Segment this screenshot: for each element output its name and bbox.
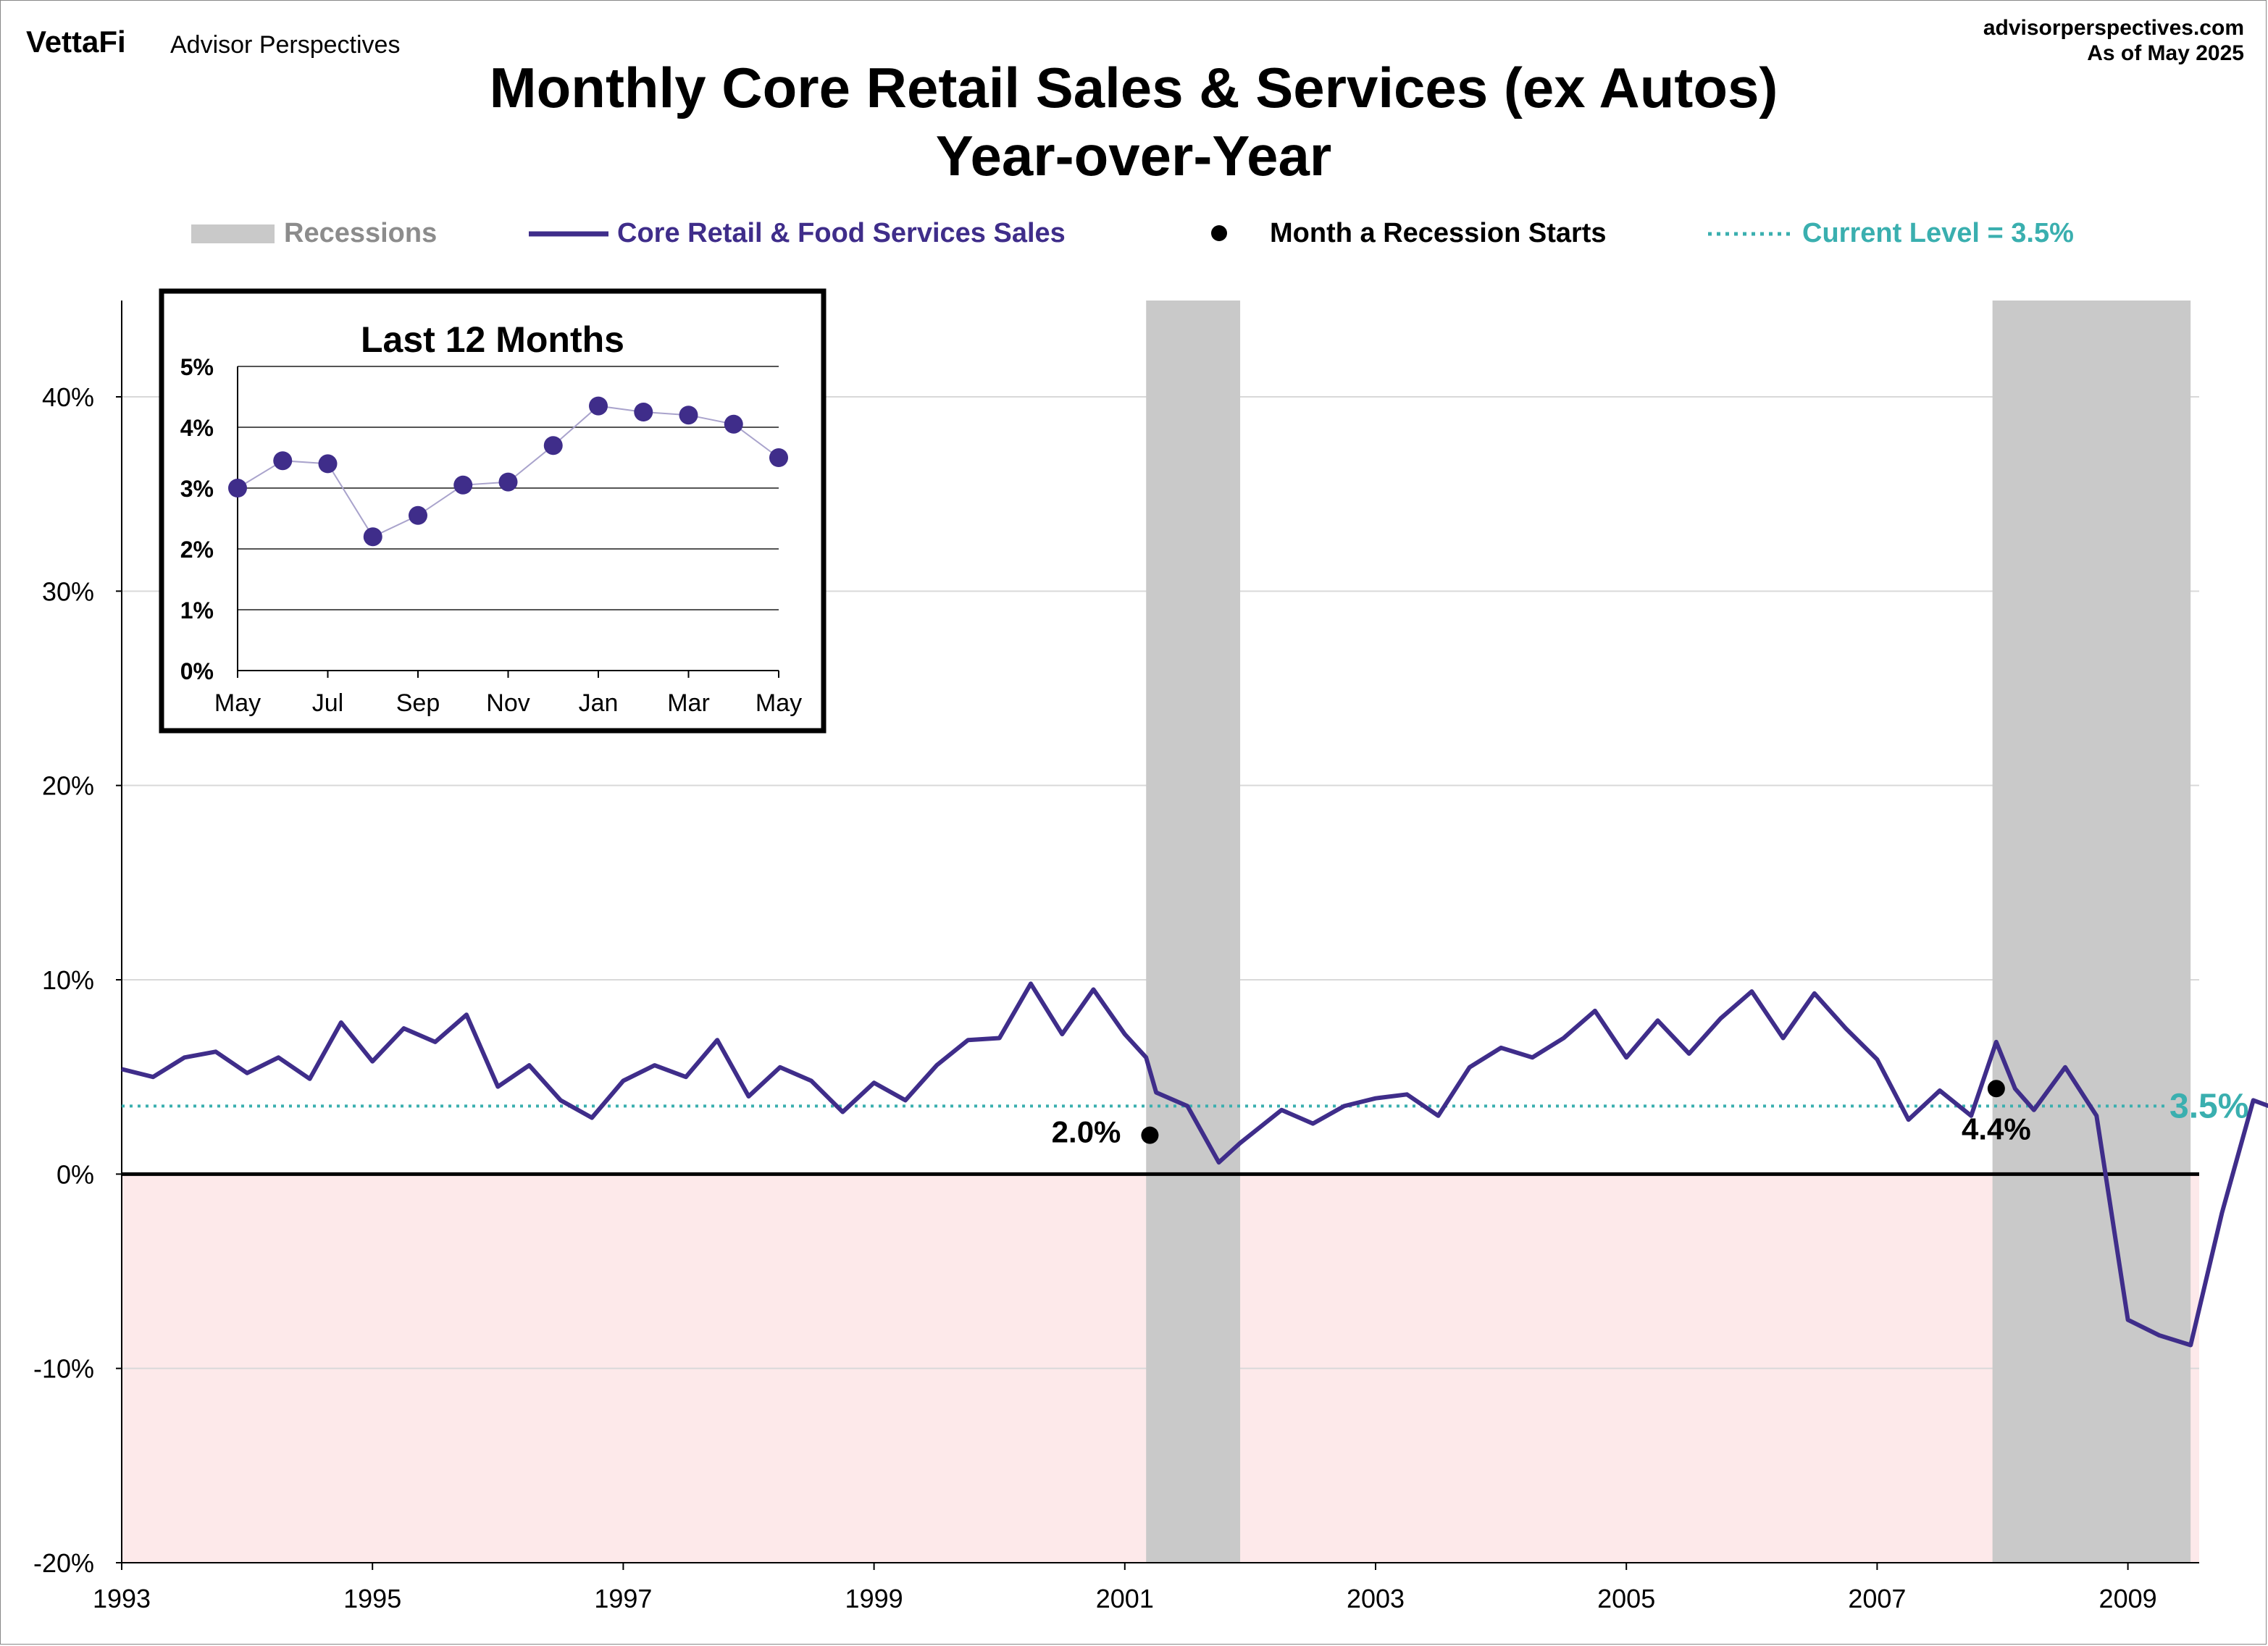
- inset-data-point: [634, 403, 653, 421]
- inset-y-tick-label: 1%: [180, 597, 214, 623]
- x-tick-label: 1993: [93, 1584, 151, 1613]
- as-of-date: As of May 2025: [2087, 41, 2244, 65]
- inset-x-tick-label: May: [756, 689, 802, 717]
- inset-x-tick-label: Nov: [486, 689, 530, 717]
- y-tick-label: 10%: [42, 965, 94, 995]
- legend-recession-start-swatch: [1211, 225, 1227, 241]
- legend-series-label: Core Retail & Food Services Sales: [617, 218, 1066, 248]
- inset-plot: 0% 1% 2% 3% 4% 5% May Jul Sep Nov Jan Mar May: [180, 354, 802, 717]
- y-tick-label: 30%: [42, 576, 94, 606]
- inset-x-tick-label: Sep: [396, 689, 440, 717]
- inset-data-point: [318, 454, 338, 474]
- legend: Recessions Core Retail & Food Services S…: [191, 218, 2074, 248]
- inset-data-point: [363, 527, 382, 547]
- y-tick-label: -20%: [33, 1548, 94, 1578]
- inset-y-tick-label: 4%: [180, 415, 214, 441]
- inset-data-point: [679, 406, 698, 425]
- inset-data-point: [273, 451, 293, 471]
- legend-recessions-swatch: [191, 224, 275, 243]
- main-plot: -20% -10% 0% 10% 20% 30% 40% 1993 1995 1997 1999 20…: [33, 301, 2268, 1613]
- recession-bar: [1146, 301, 1241, 1563]
- recession-start-label: 4.4%: [1962, 1112, 2031, 1146]
- legend-recession-start-label: Month a Recession Starts: [1270, 218, 1607, 248]
- inset-title: Last 12 Months: [361, 319, 624, 360]
- inset-x-tick-label: Jul: [312, 689, 343, 717]
- legend-current-level-label: Current Level = 3.5%: [1802, 218, 2074, 248]
- x-tick-label: 1995: [343, 1584, 401, 1613]
- current-level-label: 3.5%: [2169, 1087, 2248, 1125]
- source-site: advisorperspectives.com: [1983, 16, 2244, 40]
- brand: VettaFi Advisor Perspectives: [26, 25, 400, 59]
- inset-data-point: [498, 472, 518, 492]
- inset-data-point: [453, 475, 473, 495]
- inset-data-point: [228, 479, 247, 497]
- brand-name: Advisor Perspectives: [170, 31, 400, 59]
- inset-frame: [159, 288, 827, 734]
- inset-data-point: [543, 436, 563, 455]
- y-tick-label: 40%: [42, 382, 94, 412]
- x-tick-label: 2007: [1848, 1584, 1906, 1613]
- inset-y-tick-label: 2%: [180, 537, 214, 563]
- recession-start-marker: [1987, 1080, 2005, 1098]
- x-tick-label: 2003: [1347, 1584, 1405, 1613]
- x-tick-label: 2005: [1597, 1584, 1655, 1613]
- x-tick-label: 1997: [594, 1584, 652, 1613]
- x-tick-label: 1999: [845, 1584, 903, 1613]
- brand-logo: VettaFi: [26, 25, 126, 59]
- inset-data-point: [589, 396, 608, 416]
- recession-start-label: 2.0%: [1052, 1115, 1121, 1149]
- chart-title-line1: Monthly Core Retail Sales & Services (ex…: [490, 56, 1778, 119]
- y-tick-label: 0%: [57, 1159, 94, 1189]
- inset-x-tick-label: Mar: [667, 689, 710, 717]
- inset-x-tick-label: Jan: [579, 689, 619, 717]
- inset-y-tick-label: 5%: [180, 354, 214, 380]
- inset-data-point: [769, 448, 788, 467]
- recession-start-marker: [1141, 1126, 1159, 1144]
- y-tick-label: 20%: [42, 771, 94, 801]
- inset-data-point: [724, 414, 743, 434]
- inset-y-tick-label: 3%: [180, 476, 214, 502]
- inset-y-tick-label: 0%: [180, 658, 214, 684]
- x-tick-label: 2001: [1096, 1584, 1154, 1613]
- recession-bar: [1992, 301, 2191, 1563]
- legend-recessions-label: Recessions: [284, 218, 437, 248]
- inset-x-tick-label: May: [214, 689, 261, 717]
- inset-chart: Last 12 Months 0% 1% 2% 3% 4% 5% May Jul Sep Nov J…: [159, 288, 827, 734]
- y-tick-label: -10%: [33, 1354, 94, 1384]
- series-line: [121, 981, 2268, 1348]
- chart-title-line2: Year-over-Year: [936, 124, 1331, 188]
- x-tick-label: 2009: [2099, 1584, 2157, 1613]
- inset-data-point: [409, 505, 427, 525]
